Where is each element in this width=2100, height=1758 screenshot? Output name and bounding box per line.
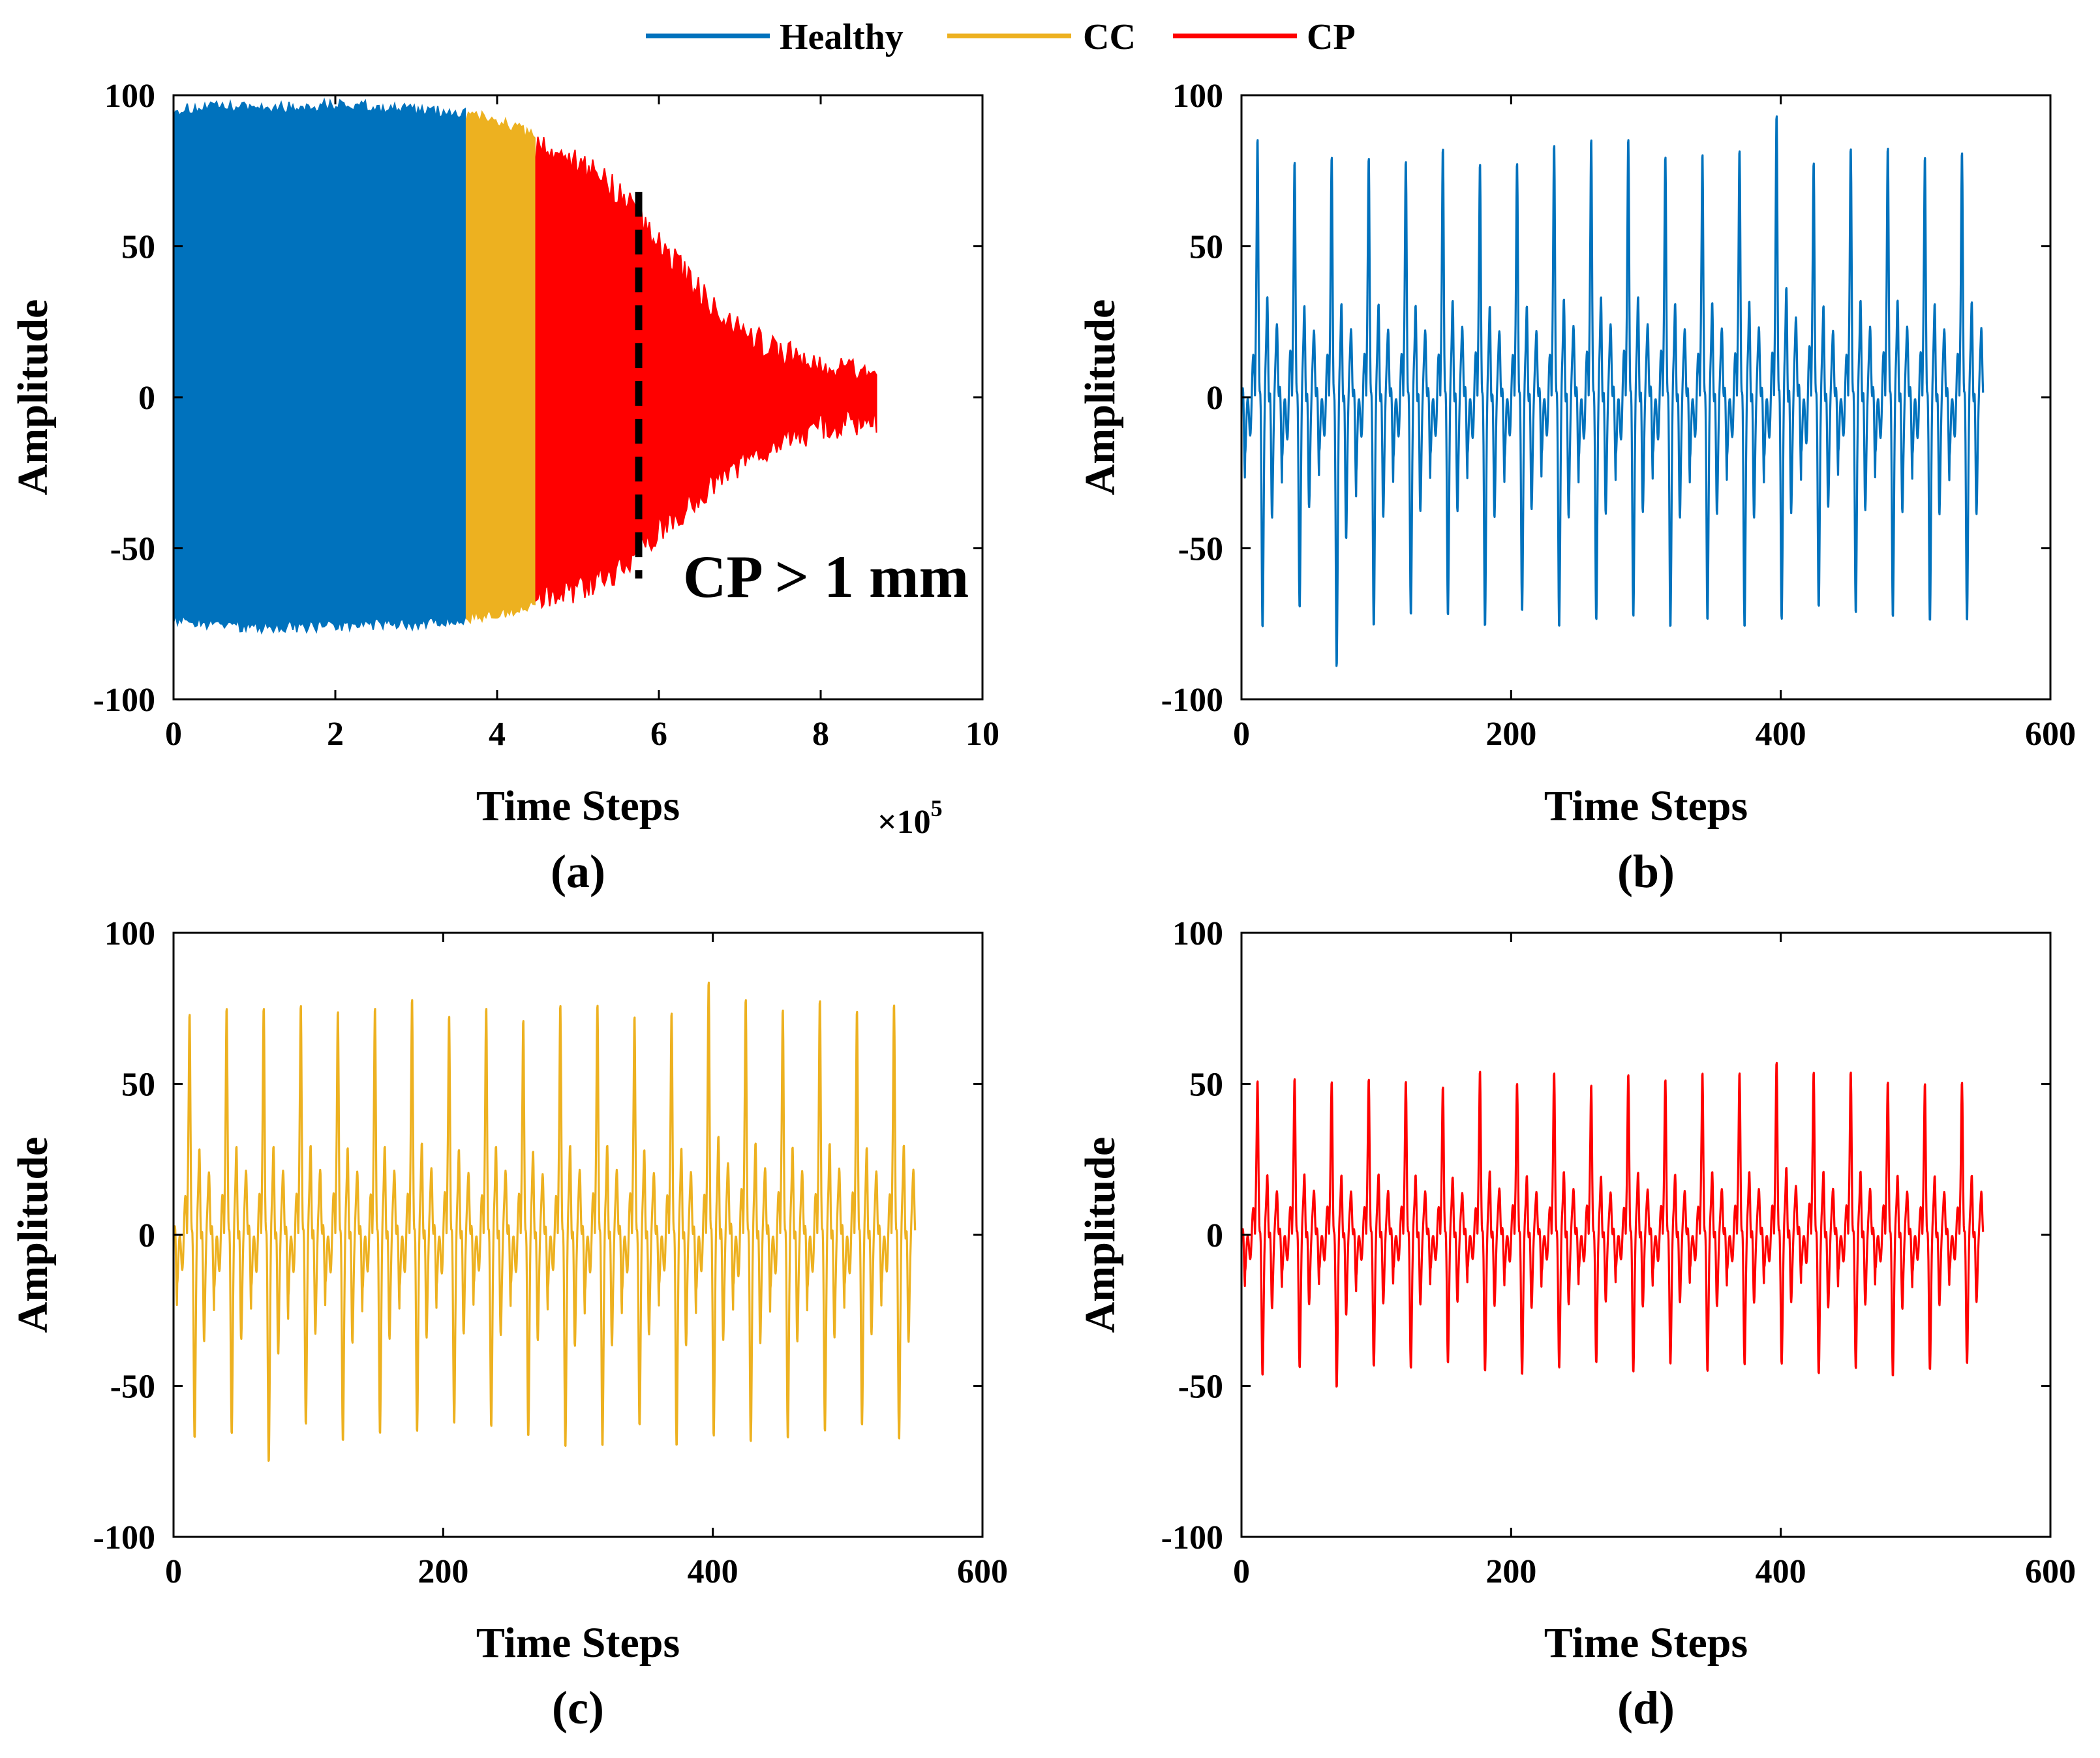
x-tick-label: 0 [165, 1553, 182, 1590]
panel-a-label: (a) [551, 845, 605, 898]
y-tick-label: 0 [1206, 1217, 1223, 1254]
panel-b-label: (b) [1617, 845, 1675, 898]
y-tick-label: -50 [110, 531, 155, 568]
x-tick-label: 400 [1756, 716, 1806, 753]
x-tick-label: 4 [489, 716, 506, 753]
panel-a-y-label: Amplitude [9, 299, 57, 496]
x-tick-label: 0 [1233, 1553, 1250, 1590]
y-tick-label: -50 [1178, 531, 1223, 568]
panel-a-x-multiplier: ×105 [877, 795, 943, 841]
series-healthy-line [1240, 115, 1985, 667]
legend-label-healthy: Healthy [780, 17, 904, 57]
y-tick-label: 100 [104, 78, 155, 115]
x-tick-label: 10 [966, 716, 999, 753]
x-tick-label: 8 [812, 716, 829, 753]
x-tick-label: 0 [165, 716, 182, 753]
panel-c: 0 200 400 600 100 50 0 -50 -100 Time Steps Ampli… [9, 915, 1008, 1734]
y-tick-label: -100 [93, 1519, 155, 1556]
legend-label-cp: CP [1307, 17, 1356, 57]
y-tick-label: -100 [1161, 682, 1223, 719]
panel-a: 0 2 4 6 8 10 100 50 0 -50 -100 CP > 1 mm Time Step… [9, 78, 999, 898]
panel-c-x-label: Time Steps [476, 1619, 680, 1667]
series-cp-line [1240, 1061, 1985, 1388]
x-tick-label: 400 [1756, 1553, 1806, 1590]
panel-b: 0 200 400 600 100 50 0 -50 -100 Time Steps Ampli… [1076, 78, 2076, 898]
panel-d-plot-area [1240, 1061, 1985, 1388]
y-tick-label: 100 [104, 915, 155, 952]
y-tick-label: -100 [1161, 1519, 1223, 1556]
y-tick-label: 50 [121, 229, 155, 266]
x-tick-label: 2 [327, 716, 344, 753]
x-tick-label: 400 [688, 1553, 738, 1590]
y-tick-label: 50 [121, 1067, 155, 1104]
panel-b-ticks: 0 200 400 600 100 50 0 -50 -100 [1161, 78, 2076, 753]
y-tick-label: -100 [93, 682, 155, 719]
x-tick-label: 200 [1485, 716, 1536, 753]
y-tick-label: 0 [138, 1217, 155, 1254]
series-cc-area [465, 110, 536, 625]
x-tick-label: 200 [1485, 1553, 1536, 1590]
x-tick-label: 200 [418, 1553, 468, 1590]
legend-label-cc: CC [1083, 17, 1136, 57]
panel-b-plot-area [1240, 115, 1985, 667]
panel-a-plot-area [173, 97, 877, 635]
x-tick-label: 0 [1233, 716, 1250, 753]
panel-b-y-label: Amplitude [1076, 299, 1124, 496]
y-tick-label: 100 [1172, 915, 1223, 952]
series-cc-line [172, 981, 917, 1462]
x-tick-label: 600 [2025, 1553, 2076, 1590]
panel-c-ticks: 0 200 400 600 100 50 0 -50 -100 [93, 915, 1008, 1590]
panel-d: 0 200 400 600 100 50 0 -50 -100 Time Steps Ampli… [1076, 915, 2076, 1734]
y-tick-label: 50 [1189, 1067, 1223, 1104]
panel-d-ticks: 0 200 400 600 100 50 0 -50 -100 [1161, 915, 2076, 1590]
y-tick-label: 0 [1206, 380, 1223, 417]
panel-c-y-label: Amplitude [9, 1137, 57, 1333]
panel-c-label: (c) [552, 1682, 604, 1734]
x-tick-label: 6 [650, 716, 667, 753]
y-tick-label: 100 [1172, 78, 1223, 115]
series-cp-area [535, 136, 877, 609]
legend: Healthy CC CP [646, 17, 1356, 57]
panel-d-y-label: Amplitude [1076, 1137, 1124, 1333]
y-tick-label: 50 [1189, 229, 1223, 266]
y-tick-label: -50 [110, 1369, 155, 1406]
panel-d-x-label: Time Steps [1544, 1619, 1748, 1667]
y-tick-label: 0 [138, 380, 155, 417]
panel-d-label: (d) [1617, 1682, 1675, 1734]
x-tick-label: 600 [957, 1553, 1008, 1590]
y-tick-label: -50 [1178, 1369, 1223, 1406]
panel-c-plot-area [172, 981, 917, 1462]
series-healthy-area [173, 97, 466, 635]
x-tick-label: 600 [2025, 716, 2076, 753]
panel-a-ticks: 0 2 4 6 8 10 100 50 0 -50 -100 [93, 78, 999, 753]
panel-a-annotation: CP > 1 mm [683, 543, 969, 610]
panel-b-x-label: Time Steps [1544, 782, 1748, 830]
panel-a-x-label: Time Steps [476, 782, 680, 830]
